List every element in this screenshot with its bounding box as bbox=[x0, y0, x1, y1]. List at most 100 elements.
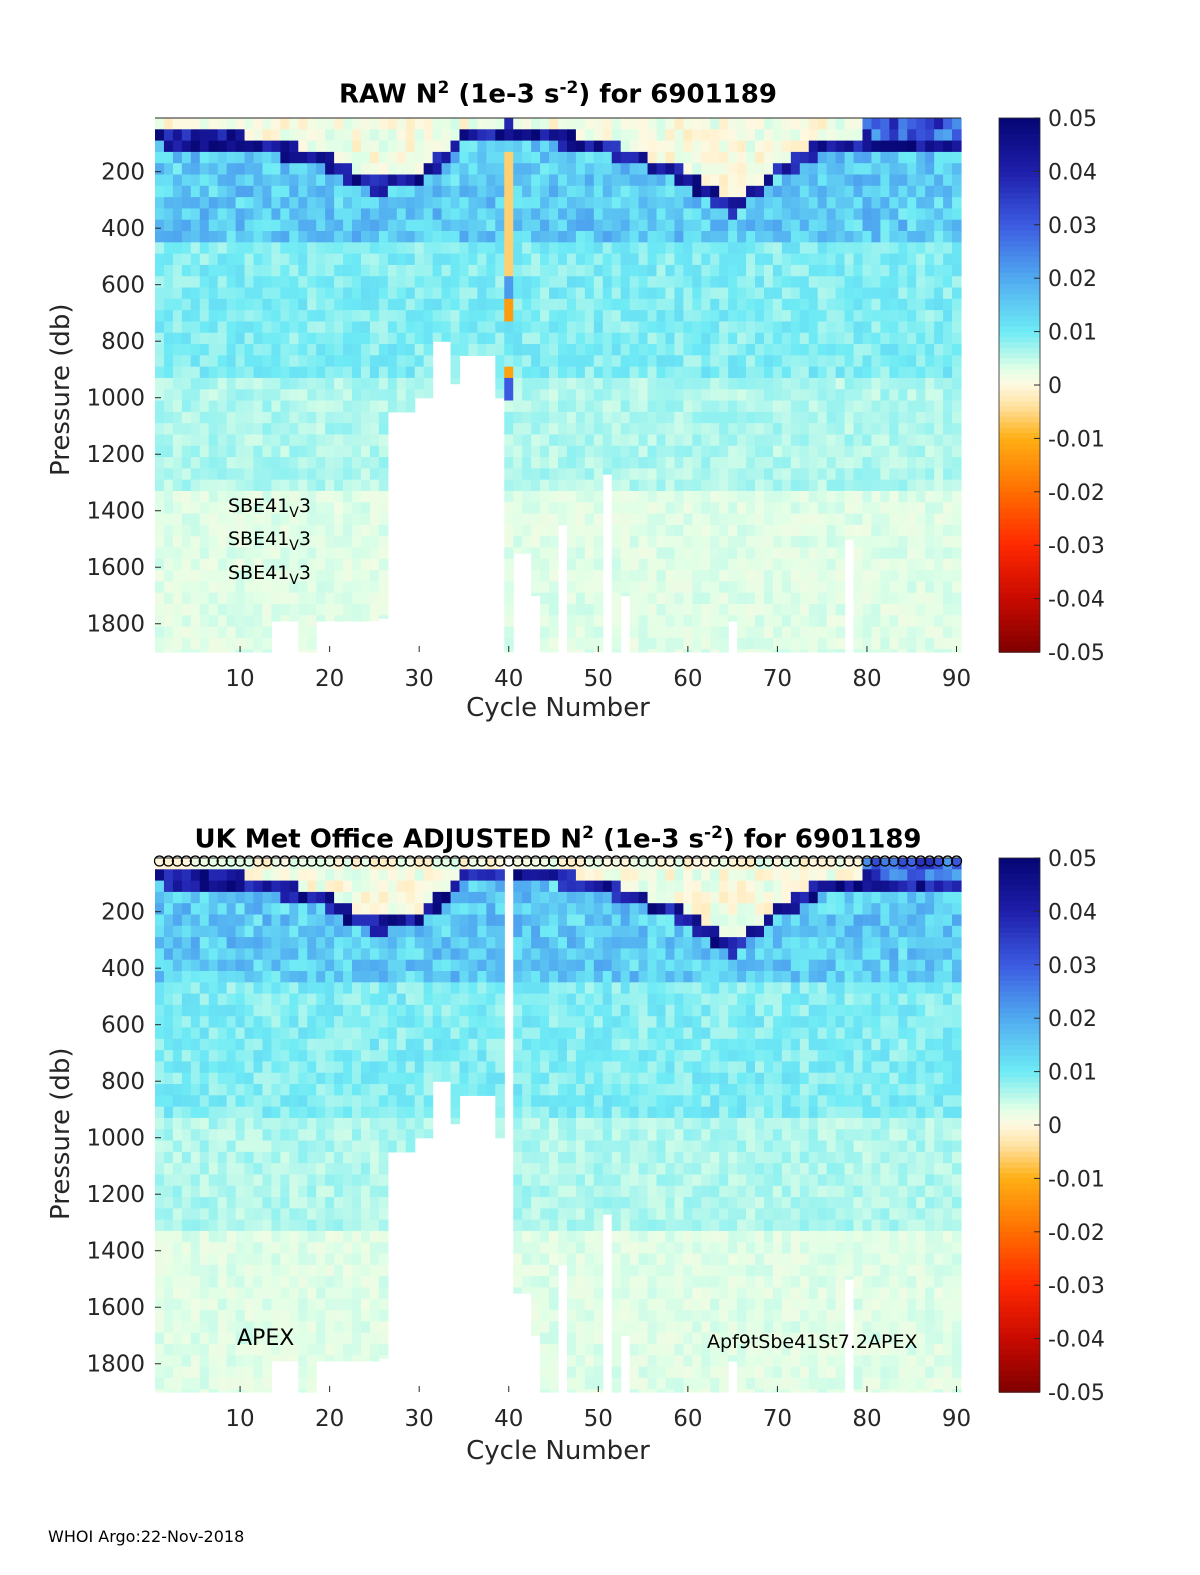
heatmap-cell bbox=[352, 366, 362, 379]
heatmap-cell bbox=[432, 174, 443, 187]
heatmap-cell bbox=[307, 558, 317, 571]
colorbar-segment bbox=[999, 577, 1040, 584]
heatmap-cell bbox=[298, 1072, 308, 1085]
heatmap-cell bbox=[540, 242, 550, 255]
heatmap-cell bbox=[799, 310, 810, 323]
heatmap-cell bbox=[253, 490, 264, 503]
heatmap-cell bbox=[916, 140, 926, 153]
heatmap-cell bbox=[665, 219, 676, 232]
heatmap-cell bbox=[155, 298, 165, 311]
heatmap-cell bbox=[325, 891, 335, 904]
heatmap-cell bbox=[378, 174, 389, 187]
heatmap-cell bbox=[952, 513, 962, 526]
heatmap-cell bbox=[916, 332, 926, 345]
heatmap-cell bbox=[728, 208, 738, 221]
heatmap-cell bbox=[853, 592, 864, 605]
heatmap-cell bbox=[844, 163, 855, 176]
heatmap-cell bbox=[325, 948, 335, 961]
heatmap-cell bbox=[253, 298, 264, 311]
heatmap-cell bbox=[280, 558, 290, 571]
heatmap-cell bbox=[674, 389, 684, 402]
heatmap-cell bbox=[826, 276, 837, 289]
heatmap-cell bbox=[844, 321, 855, 334]
heatmap-cell bbox=[781, 185, 792, 198]
heatmap-cell bbox=[889, 581, 899, 594]
heatmap-cell bbox=[155, 129, 165, 142]
heatmap-cell bbox=[808, 457, 819, 469]
heatmap-cell bbox=[298, 129, 308, 142]
heatmap-cell bbox=[916, 558, 926, 571]
heatmap-cell bbox=[226, 637, 237, 650]
heatmap-cell bbox=[172, 948, 183, 961]
heatmap-cell bbox=[235, 959, 246, 972]
heatmap-cell bbox=[656, 411, 667, 424]
heatmap-cell bbox=[334, 434, 344, 447]
heatmap-cell bbox=[155, 1084, 165, 1096]
heatmap-cell bbox=[378, 264, 389, 277]
heatmap-cell bbox=[656, 513, 667, 526]
heatmap-cell bbox=[495, 151, 505, 164]
heatmap-cell bbox=[710, 558, 720, 571]
heatmap-cell bbox=[566, 344, 577, 356]
heatmap-cell bbox=[226, 1117, 237, 1130]
heatmap-cell bbox=[423, 366, 434, 379]
heatmap-cell bbox=[692, 547, 702, 560]
heatmap-cell bbox=[844, 423, 855, 436]
heatmap-cell bbox=[665, 626, 676, 639]
heatmap-cell bbox=[217, 1298, 228, 1311]
heatmap-cell bbox=[746, 219, 756, 232]
heatmap-cell bbox=[531, 592, 541, 597]
heatmap-cell bbox=[593, 129, 604, 142]
heatmap-cell bbox=[835, 344, 846, 356]
heatmap-cell bbox=[271, 615, 281, 622]
colorbar-segment bbox=[999, 625, 1040, 632]
heatmap-cell bbox=[620, 118, 631, 130]
heatmap-cell bbox=[199, 615, 210, 628]
heatmap-cell bbox=[271, 959, 281, 972]
heatmap-cell bbox=[889, 411, 899, 424]
heatmap-cell bbox=[755, 129, 765, 142]
heatmap-cell bbox=[253, 1072, 264, 1085]
heatmap-cell bbox=[844, 513, 855, 526]
heatmap-cell bbox=[934, 366, 944, 379]
heatmap-cell bbox=[316, 1072, 326, 1085]
heatmap-cell bbox=[656, 558, 667, 571]
heatmap-cell bbox=[934, 129, 944, 142]
heatmap-cell bbox=[674, 524, 684, 537]
colorbar-tick-label: 0.03 bbox=[1048, 214, 1097, 239]
heatmap-cell bbox=[289, 298, 299, 311]
heatmap-cell bbox=[307, 174, 317, 187]
heatmap-cell bbox=[352, 502, 362, 515]
heatmap-cell bbox=[289, 400, 299, 413]
heatmap-cell bbox=[307, 536, 317, 549]
heatmap-cell bbox=[772, 400, 783, 413]
heatmap-cell bbox=[746, 197, 756, 210]
heatmap-cell bbox=[853, 558, 864, 571]
heatmap-cell bbox=[763, 626, 774, 639]
heatmap-cell bbox=[253, 264, 264, 277]
heatmap-cell bbox=[763, 457, 774, 469]
heatmap-cell bbox=[925, 219, 935, 232]
heatmap-cell bbox=[826, 118, 837, 130]
heatmap-cell bbox=[262, 1389, 273, 1393]
heatmap-cell bbox=[387, 287, 398, 300]
heatmap-cell bbox=[907, 174, 917, 187]
heatmap-cell bbox=[235, 547, 246, 560]
heatmap-cell bbox=[190, 174, 201, 187]
heatmap-cell bbox=[190, 626, 201, 639]
heatmap-cell bbox=[566, 197, 577, 210]
heatmap-cell bbox=[298, 445, 308, 458]
heatmap-cell bbox=[701, 615, 711, 628]
heatmap-cell bbox=[235, 355, 246, 368]
heatmap-cell bbox=[360, 581, 371, 594]
heatmap-cell bbox=[289, 903, 299, 916]
heatmap-cell bbox=[719, 185, 729, 198]
heatmap-cell bbox=[504, 434, 514, 447]
heatmap-cell bbox=[262, 1208, 273, 1221]
heatmap-cell bbox=[253, 1321, 264, 1334]
heatmap-cell bbox=[190, 524, 201, 537]
heatmap-cell bbox=[334, 197, 344, 210]
heatmap-cell bbox=[835, 332, 846, 345]
heatmap-cell bbox=[325, 174, 335, 187]
heatmap-cell bbox=[360, 118, 371, 130]
